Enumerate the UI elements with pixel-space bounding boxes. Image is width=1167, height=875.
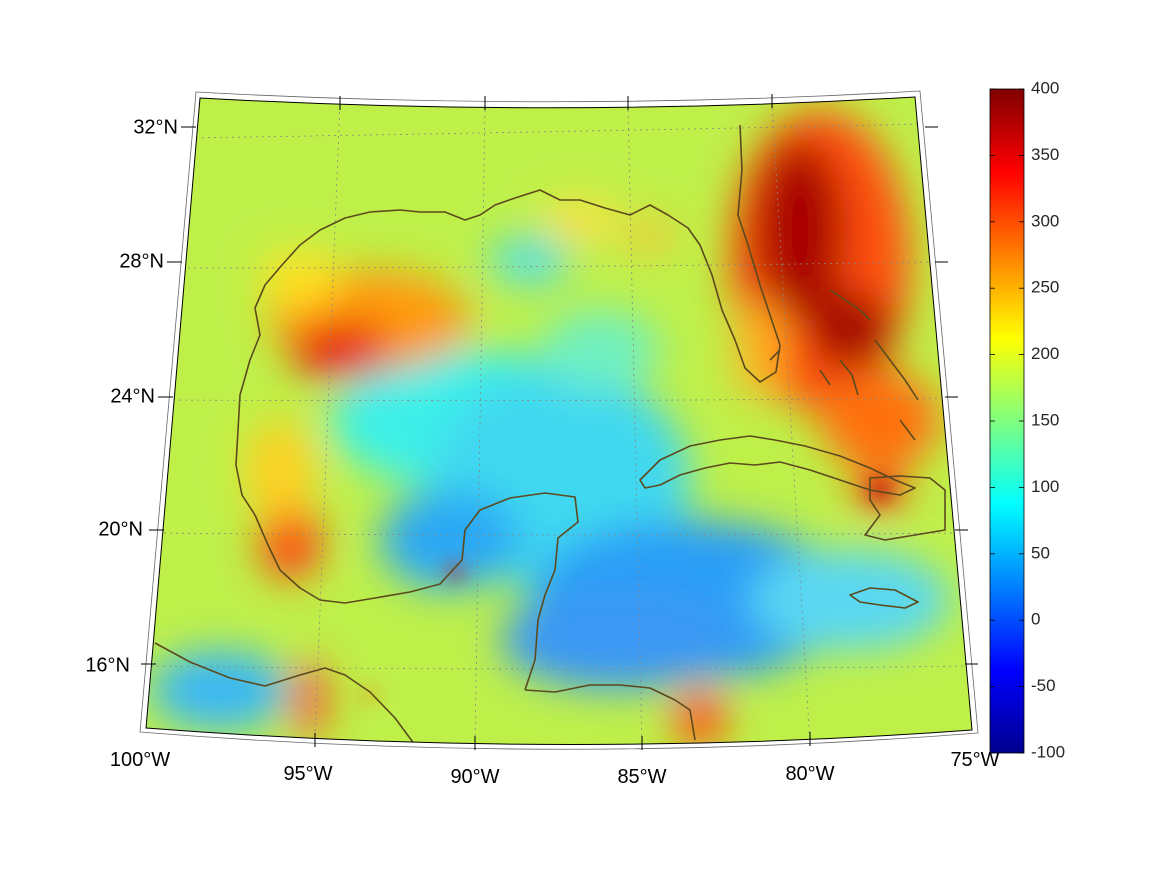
lon-label-90w: 90°W <box>450 766 499 788</box>
lat-ticks <box>141 126 978 665</box>
colorbar-tick-label: 100 <box>1031 477 1059 496</box>
colorbar: 400 350 300 250 200 150 100 50 0 -50 -100 <box>989 78 1065 761</box>
colorbar-tick-label: -50 <box>1031 676 1056 695</box>
lon-label-75w: 75°W <box>950 749 999 771</box>
coastlines <box>154 124 946 745</box>
lat-label-16n: 16°N <box>85 654 130 676</box>
colorbar-tick-label: -100 <box>1031 742 1065 761</box>
colorbar-labels: 400 350 300 250 200 150 100 50 0 -50 -100 <box>1031 78 1065 761</box>
lat-label-20n: 20°N <box>98 518 143 540</box>
colorbar-gradient <box>989 88 1025 754</box>
lon-label-95w: 95°W <box>283 763 332 785</box>
graticule <box>150 99 966 745</box>
lon-label-100w: 100°W <box>110 749 170 771</box>
lat-label-32n: 32°N <box>133 116 178 138</box>
colorbar-tick-label: 50 <box>1031 543 1050 562</box>
lon-ticks <box>314 94 811 750</box>
colorbar-tick-label: 200 <box>1031 344 1059 363</box>
colorbar-tick-label: 250 <box>1031 278 1059 297</box>
colorbar-tick-label: 400 <box>1031 78 1059 97</box>
latitude-labels: 32°N 28°N 24°N 20°N 16°N <box>85 116 178 676</box>
lat-label-28n: 28°N <box>119 250 164 272</box>
colorbar-tick-label: 300 <box>1031 211 1059 230</box>
colorbar-tick-label: 0 <box>1031 610 1040 629</box>
map-frame <box>139 90 979 750</box>
lon-label-80w: 80°W <box>785 763 834 785</box>
data-field <box>146 97 972 745</box>
lat-label-24n: 24°N <box>110 385 155 407</box>
colorbar-tick-label: 350 <box>1031 145 1059 164</box>
colorbar-ticks <box>990 88 1024 754</box>
lon-label-85w: 85°W <box>617 766 666 788</box>
colorbar-tick-label: 150 <box>1031 410 1059 429</box>
longitude-labels: 100°W 95°W 90°W 85°W 80°W 75°W <box>110 749 1000 788</box>
